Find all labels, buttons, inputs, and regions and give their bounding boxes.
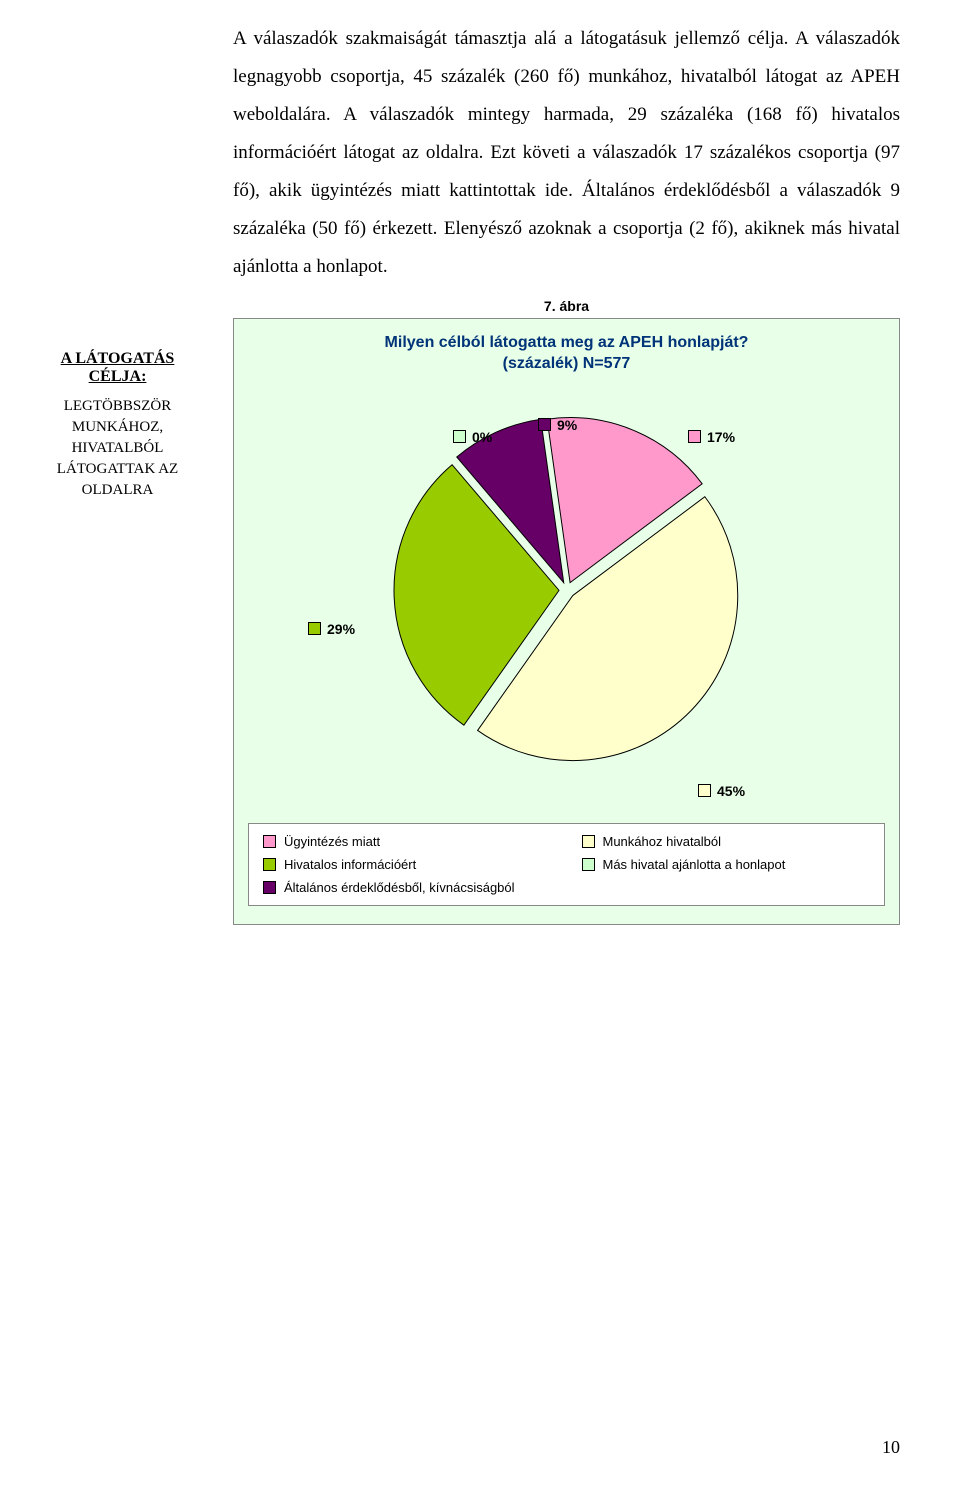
legend-swatch-ugyintezes xyxy=(263,835,276,848)
sidebar: A LÁTOGATÁS CÉLJA: LEGTÖBBSZÖR MUNKÁHOZ,… xyxy=(30,20,205,925)
chart-title-line2: (százalék) N=577 xyxy=(503,355,631,372)
chart-area: 17% 45% 29% 0% 9% xyxy=(248,383,885,823)
legend-item-altalanos: Általános érdeklődésből, kívnácsiságból xyxy=(263,880,552,895)
legend-label-mashivatal: Más hivatal ajánlotta a honlapot xyxy=(603,857,786,872)
sidebar-heading: A LÁTOGATÁS CÉLJA: xyxy=(30,350,205,386)
pie-chart xyxy=(390,413,744,772)
pct-swatch-munkahoz xyxy=(698,784,711,797)
pct-swatch-hivatalos xyxy=(308,622,321,635)
pct-label-munkahoz: 45% xyxy=(698,783,745,799)
legend-swatch-mashivatal xyxy=(582,858,595,871)
legend-label-munkahoz: Munkához hivatalból xyxy=(603,834,722,849)
legend-label-altalanos: Általános érdeklődésből, kívnácsiságból xyxy=(284,880,515,895)
pct-text-ugyintezes: 17% xyxy=(707,429,735,445)
legend-item-munkahoz: Munkához hivatalból xyxy=(582,834,871,849)
two-column-layout: A LÁTOGATÁS CÉLJA: LEGTÖBBSZÖR MUNKÁHOZ,… xyxy=(30,20,900,925)
pct-label-altalanos: 9% xyxy=(538,417,577,433)
legend-item-ugyintezes: Ügyintézés miatt xyxy=(263,834,552,849)
legend-swatch-altalanos xyxy=(263,881,276,894)
main-column: A válaszadók szakmaiságát támasztja alá … xyxy=(233,20,900,925)
pct-text-mashivatal: 0% xyxy=(472,429,492,445)
body-paragraph: A válaszadók szakmaiságát támasztja alá … xyxy=(233,20,900,286)
legend-label-ugyintezes: Ügyintézés miatt xyxy=(284,834,380,849)
legend-item-hivatalos: Hivatalos információért xyxy=(263,857,552,872)
legend-label-hivatalos: Hivatalos információért xyxy=(284,857,416,872)
sidebar-subtext: LEGTÖBBSZÖR MUNKÁHOZ, HIVATALBÓL LÁTOGAT… xyxy=(30,396,205,501)
pct-swatch-ugyintezes xyxy=(688,430,701,443)
page: A LÁTOGATÁS CÉLJA: LEGTÖBBSZÖR MUNKÁHOZ,… xyxy=(0,0,960,1488)
chart-container: Milyen célból látogatta meg az APEH honl… xyxy=(233,318,900,925)
pct-swatch-altalanos xyxy=(538,418,551,431)
pct-swatch-mashivatal xyxy=(453,430,466,443)
pct-label-ugyintezes: 17% xyxy=(688,429,735,445)
pct-label-hivatalos: 29% xyxy=(308,621,355,637)
chart-title-line1: Milyen célból látogatta meg az APEH honl… xyxy=(385,334,749,351)
legend-swatch-munkahoz xyxy=(582,835,595,848)
chart-title: Milyen célból látogatta meg az APEH honl… xyxy=(248,333,885,375)
chart-legend: Ügyintézés miatt Munkához hivatalból Hivat… xyxy=(248,823,885,906)
pct-text-altalanos: 9% xyxy=(557,417,577,433)
pct-text-munkahoz: 45% xyxy=(717,783,745,799)
page-number: 10 xyxy=(882,1437,900,1458)
legend-item-mashivatal: Más hivatal ajánlotta a honlapot xyxy=(582,857,871,872)
pct-text-hivatalos: 29% xyxy=(327,621,355,637)
legend-swatch-hivatalos xyxy=(263,858,276,871)
pct-label-mashivatal: 0% xyxy=(453,429,492,445)
figure-caption: 7. ábra xyxy=(233,298,900,314)
